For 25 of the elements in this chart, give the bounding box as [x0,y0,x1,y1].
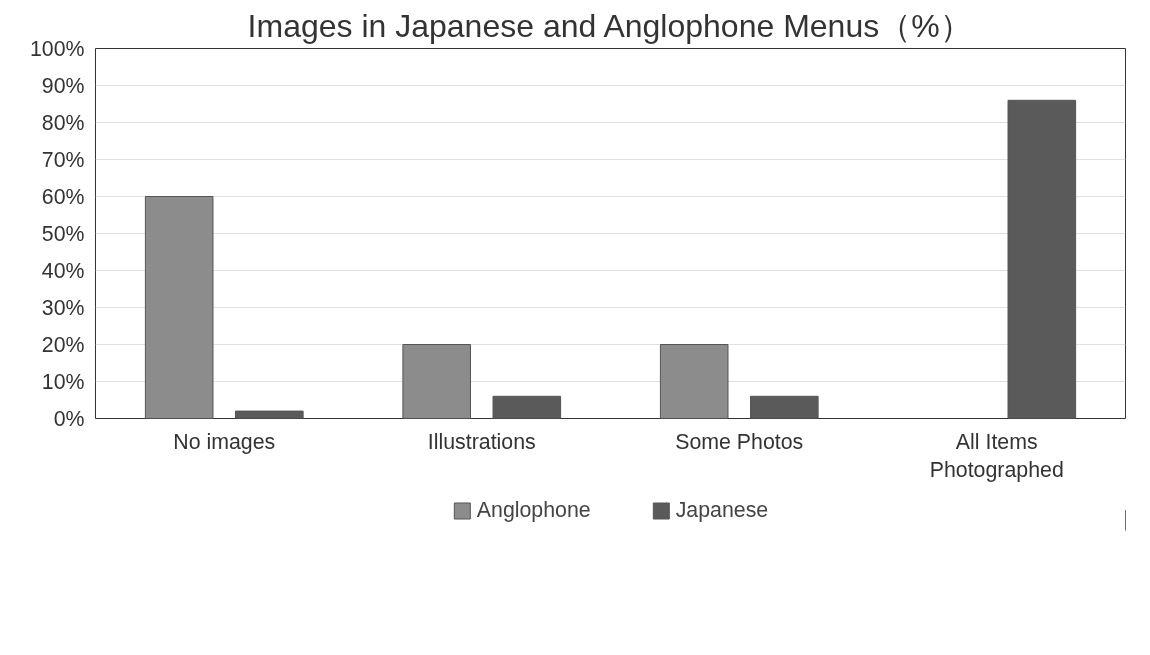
y-tick-label: 70% [41,147,85,172]
bar [402,344,471,419]
y-tick-label: 40% [41,258,85,283]
bar [144,196,214,419]
x-tick-label: All Items Photographed [929,429,1064,483]
y-tick-label: 90% [41,73,85,98]
y-tick-label: 80% [41,110,85,135]
chart-title: Images in Japanese and Anglophone Menus（%） [247,7,972,44]
y-tick-label: 10% [41,369,85,394]
y-tick-label: 30% [41,295,85,320]
legend-label: Japanese [675,497,769,523]
y-tick-label: 50% [41,221,85,246]
y-tick-label: 0% [53,406,85,431]
y-tick-label: 100% [29,36,85,61]
x-tick-label: No images [173,429,276,454]
y-tick-label: 60% [41,184,85,209]
y-tick-label: 20% [41,332,85,357]
legend-label: Anglophone [476,497,591,523]
bar [492,395,562,419]
bar [659,344,729,419]
x-tick-label: Some Photos [675,429,804,454]
bar [750,395,819,419]
x-tick-label: Illustrations [427,429,536,454]
bar [1007,99,1077,419]
bar [235,410,304,419]
